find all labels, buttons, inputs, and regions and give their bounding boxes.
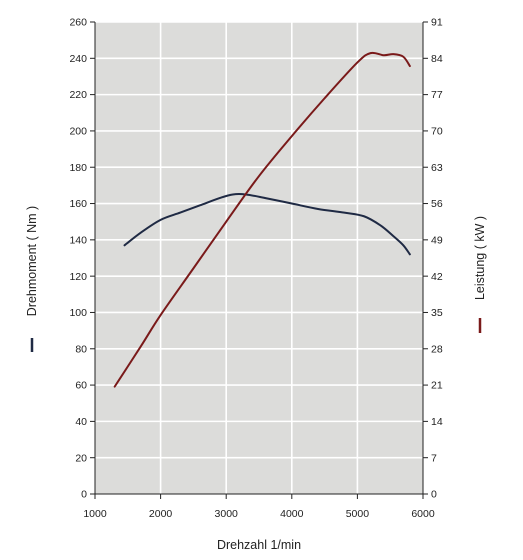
y-right-tick-label: 84 xyxy=(431,53,443,65)
x-tick-label: 2000 xyxy=(149,508,173,520)
x-tick-label: 3000 xyxy=(215,508,239,520)
x-tick-label: 6000 xyxy=(411,508,435,520)
y-left-tick-label: 260 xyxy=(69,17,87,29)
y-right-tick-label: 21 xyxy=(431,380,443,392)
y-left-tick-label: 20 xyxy=(75,452,87,464)
y-left-tick-label: 0 xyxy=(81,489,87,501)
y-right-tick-label: 77 xyxy=(431,89,443,101)
y-right-tick-label: 56 xyxy=(431,198,443,210)
y-left-tick-label: 60 xyxy=(75,380,87,392)
x-tick-label: 4000 xyxy=(280,508,304,520)
y-right-tick-label: 42 xyxy=(431,271,443,283)
y-right-tick-label: 63 xyxy=(431,162,443,174)
x-tick-label: 5000 xyxy=(346,508,370,520)
y-left-tick-label: 200 xyxy=(69,126,87,138)
y-right-tick-label: 91 xyxy=(431,17,443,29)
y-axis-left-title: Drehmoment ( Nm ) xyxy=(25,206,39,316)
y-left-tick-label: 120 xyxy=(69,271,87,283)
y-left-tick-label: 40 xyxy=(75,416,87,428)
y-left-tick-label: 100 xyxy=(69,307,87,319)
y-left-tick-label: 160 xyxy=(69,198,87,210)
y-right-tick-label: 0 xyxy=(431,489,437,501)
y-right-tick-label: 70 xyxy=(431,126,443,138)
series-line-drehmoment xyxy=(123,193,411,256)
y-left-tick-label: 140 xyxy=(69,234,87,246)
y-right-tick-label: 35 xyxy=(431,307,443,319)
plot-area xyxy=(95,22,423,494)
y-left-tick-label: 220 xyxy=(69,89,87,101)
y-right-tick-label: 28 xyxy=(431,343,443,355)
x-tick-label: 1000 xyxy=(83,508,107,520)
series-line-leistung xyxy=(113,51,411,388)
y-right-tick-label: 7 xyxy=(431,452,437,464)
y-left-tick-label: 80 xyxy=(75,343,87,355)
y-right-tick-label: 14 xyxy=(431,416,443,428)
y-left-tick-label: 240 xyxy=(69,53,87,65)
y-axis-right-title: Leistung ( kW ) xyxy=(473,216,487,300)
y-left-tick-label: 180 xyxy=(69,162,87,174)
y-right-tick-label: 49 xyxy=(431,234,443,246)
x-axis-title: Drehzahl 1/min xyxy=(217,538,301,552)
